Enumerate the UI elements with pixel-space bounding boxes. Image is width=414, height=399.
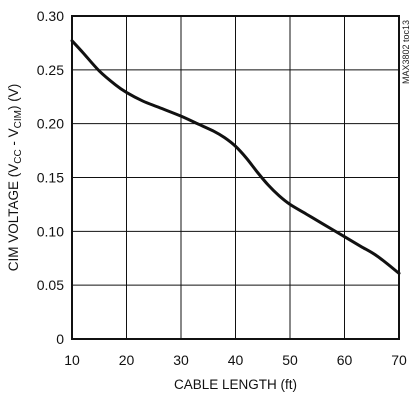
x-tick-label: 20: [119, 352, 135, 368]
tick-labels: 10 20 30 40 50 60 70 0 0.05 0.10 0.15 0.20 0.25 0.30: [37, 8, 407, 368]
y-tick-label: 0.30: [37, 8, 64, 24]
x-tick-label: 70: [391, 352, 407, 368]
figure-reference-label: MAX3802 toc13: [401, 20, 411, 84]
y-tick-label: 0.15: [37, 170, 64, 186]
x-tick-label: 40: [228, 352, 244, 368]
x-tick-label: 10: [64, 352, 80, 368]
y-axis-label-middle: - V: [6, 128, 21, 149]
y-axis-label-sub1: CC: [13, 149, 24, 163]
y-axis-label-suffix: ) (V): [6, 84, 21, 110]
x-axis-label: CABLE LENGTH (ft): [174, 377, 297, 392]
y-tick-label: 0.05: [37, 277, 64, 293]
x-tick-label: 50: [282, 352, 298, 368]
x-tick-label: 60: [337, 352, 353, 368]
y-tick-label: 0.10: [37, 223, 64, 239]
y-axis-label: CIM VOLTAGE (VCC - VCIM) (V): [6, 84, 24, 272]
y-tick-label: 0: [56, 331, 64, 347]
y-tick-label: 0.25: [37, 62, 64, 78]
y-axis-label-sub2: CIM: [13, 110, 24, 128]
plot-frame: [71, 15, 400, 340]
y-axis-label-prefix: CIM VOLTAGE (V: [6, 164, 21, 272]
series-line: [70, 39, 401, 275]
y-tick-label: 0.20: [37, 116, 64, 132]
grid-lines: [72, 16, 399, 339]
x-tick-label: 30: [173, 352, 189, 368]
